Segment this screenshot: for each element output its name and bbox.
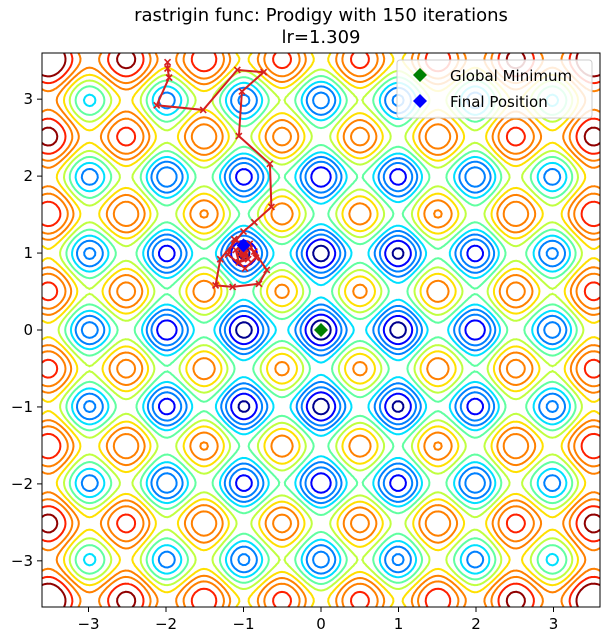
- chart-title-line2: lr=1.309: [281, 27, 360, 48]
- contour-level-0: [235, 244, 407, 416]
- contour-level-6: [57, 68, 585, 592]
- legend-final-position-label: Final Position: [450, 93, 548, 111]
- legend-global-minimum-marker: [413, 68, 427, 82]
- trajectory-point: [250, 247, 258, 256]
- global-minimum-marker: [314, 323, 328, 337]
- legend-box: [396, 59, 593, 119]
- x-axis-ticks: −3 −2 −1 0 1 2 3: [77, 607, 558, 633]
- trajectory-point: [266, 160, 274, 168]
- y-tick-label: −3: [11, 552, 33, 570]
- trajectory-point: [233, 66, 241, 74]
- x-tick-label: 3: [549, 615, 559, 633]
- trajectory-point: [199, 106, 207, 114]
- trajectory-point: [165, 74, 173, 82]
- trajectory-point: [239, 249, 248, 257]
- chart-title-line1: rastrigin func: Prodigy with 150 iterati…: [134, 5, 508, 26]
- trajectory-point: [163, 58, 172, 66]
- trajectory-point: [255, 280, 263, 288]
- trajectory-point: [263, 266, 271, 274]
- point-markers: [236, 238, 328, 337]
- legend-global-minimum-label: Global Minimum: [450, 67, 572, 85]
- trajectory-point: [250, 218, 258, 226]
- final-position-marker: [236, 238, 251, 253]
- x-tick-label: −2: [155, 615, 177, 633]
- trajectory-point: [252, 254, 260, 262]
- x-tick-label: −3: [77, 615, 99, 633]
- y-tick-label: 2: [23, 167, 33, 185]
- y-tick-label: 1: [23, 244, 33, 262]
- trajectory-point: [163, 64, 172, 72]
- y-axis-ticks: −3 −2 −1 0 1 2 3: [11, 90, 42, 570]
- trajectory-point: [267, 203, 275, 211]
- trajectory-point: [230, 235, 238, 243]
- contour-level-1: [156, 166, 486, 494]
- trajectory-point: [241, 264, 249, 273]
- trajectory-point: [224, 251, 232, 259]
- legend-final-position-marker: [413, 94, 427, 108]
- contour-level-4: [69, 80, 573, 580]
- contour-level-9: [42, 53, 600, 607]
- trajectory-point: [229, 283, 237, 291]
- x-tick-label: 2: [471, 615, 481, 633]
- trajectory-point: [216, 255, 224, 263]
- contour-level-5: [64, 75, 578, 585]
- y-tick-label: 0: [23, 321, 33, 339]
- legend: Global Minimum Final Position: [396, 59, 593, 119]
- contour-level-3: [74, 85, 568, 575]
- y-tick-label: −1: [11, 398, 33, 416]
- contour-lines: [42, 53, 600, 607]
- x-tick-label: 1: [394, 615, 404, 633]
- contour-level-2: [80, 91, 562, 569]
- y-tick-label: 3: [23, 90, 33, 108]
- contour-level-7: [42, 53, 600, 607]
- y-tick-label: −2: [11, 475, 33, 493]
- trajectory-point: [238, 87, 246, 96]
- x-tick-label: −1: [232, 615, 254, 633]
- trajectory-point: [260, 68, 268, 76]
- trajectory-point: [239, 227, 248, 236]
- trajectory-point: [212, 281, 220, 289]
- trajectory-point: [153, 101, 161, 109]
- x-tick-label: 0: [316, 615, 326, 633]
- trajectory-point: [235, 132, 243, 140]
